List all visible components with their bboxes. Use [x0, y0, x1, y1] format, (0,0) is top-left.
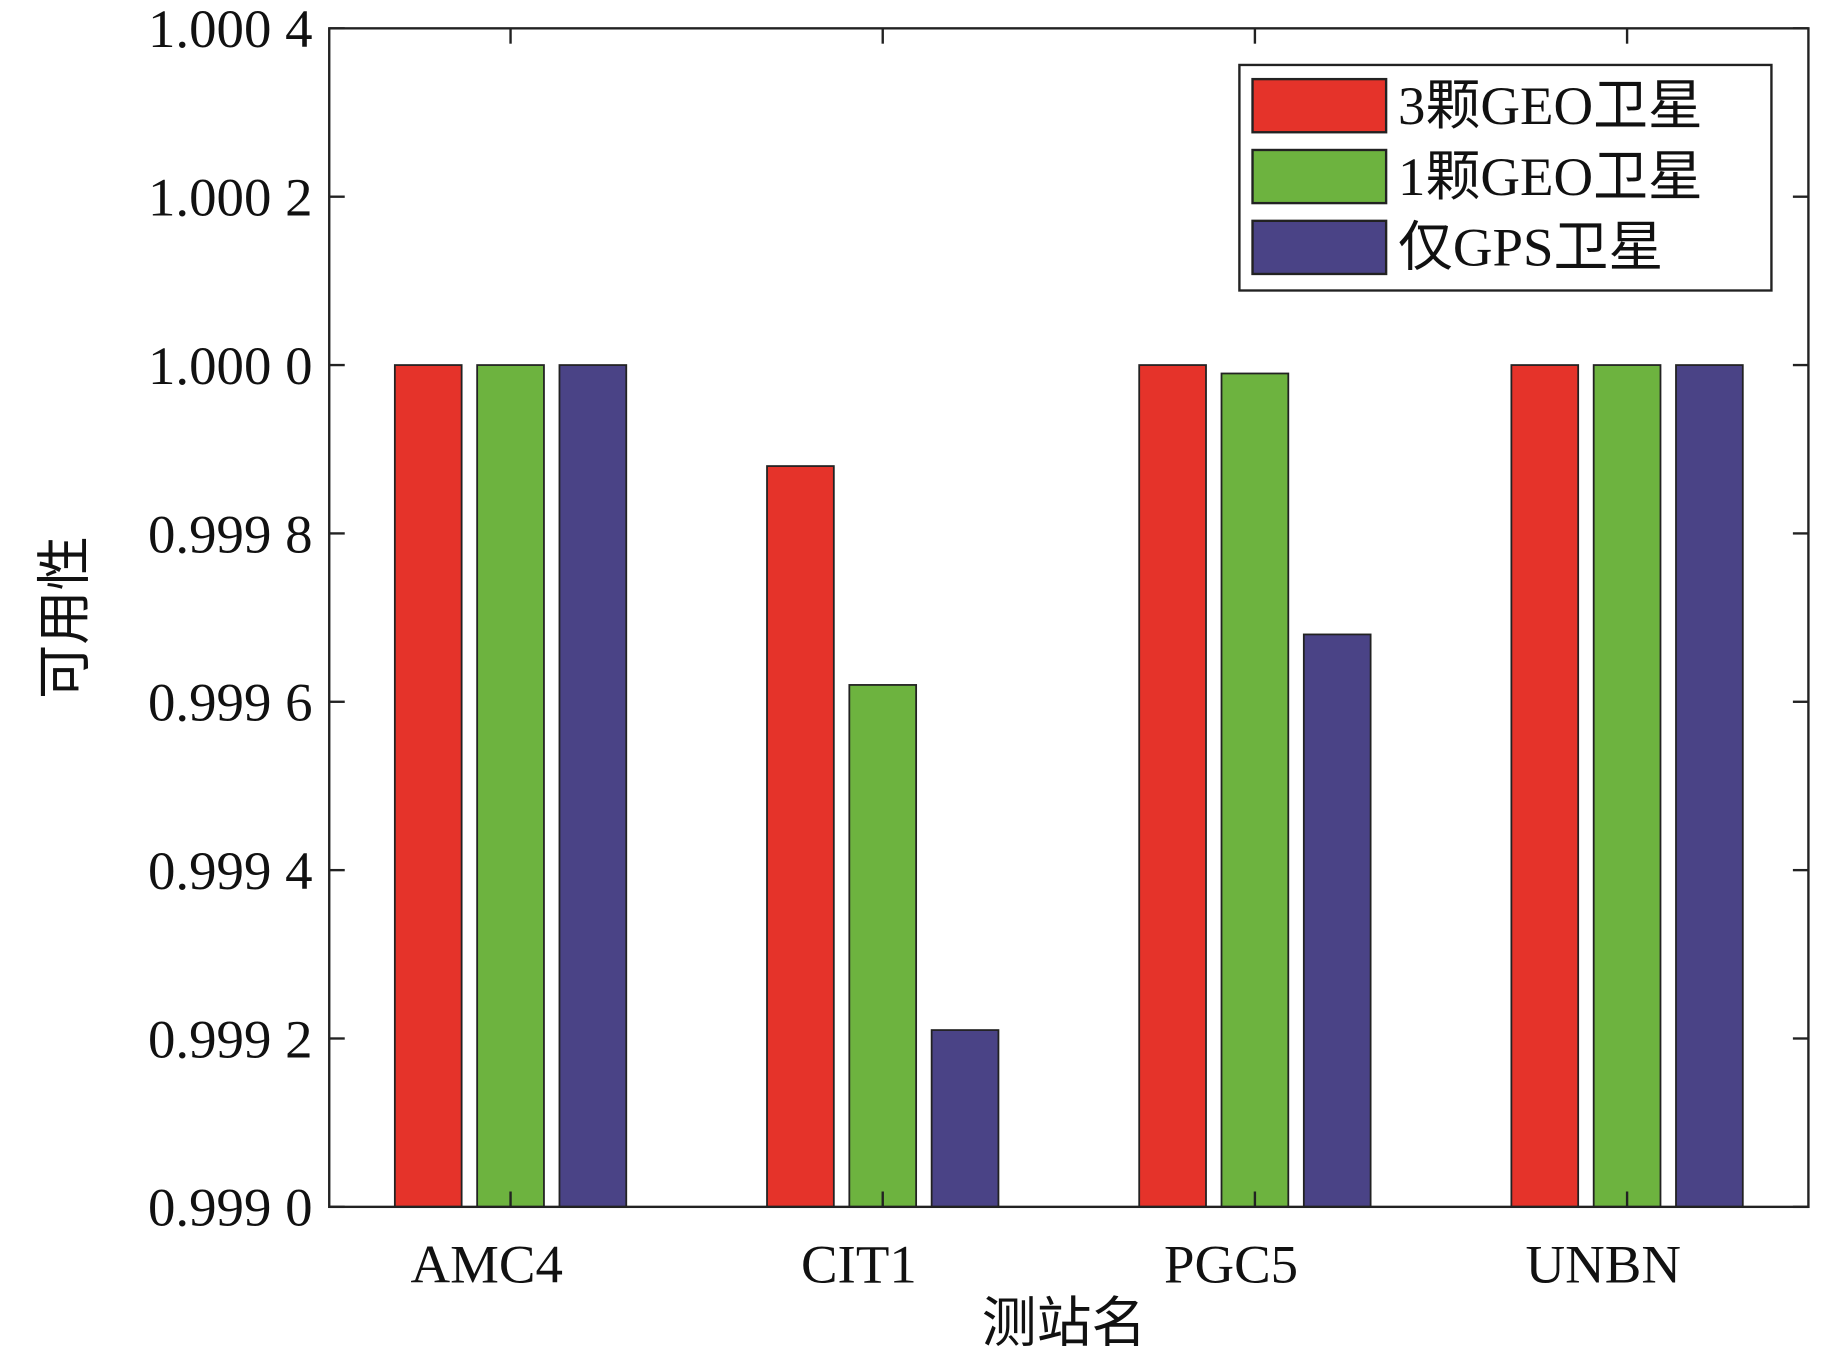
y-tick-label: 1.000 4 — [148, 0, 313, 59]
bar-UNBN-2 — [1592, 364, 1662, 1208]
y-tick-label: 1.000 0 — [148, 335, 313, 396]
legend-label: 3颗GEO卫星 — [1398, 75, 1703, 136]
y-tick-label: 0.999 2 — [148, 1009, 313, 1070]
bar-AMC4-2 — [476, 364, 545, 1208]
y-tick-label: 0.999 6 — [148, 672, 313, 733]
y-tick-label: 0.999 8 — [148, 504, 313, 565]
bar-CIT1-1 — [766, 465, 835, 1208]
y-axis-label: 可用性 — [34, 536, 95, 699]
legend-label: 仅GPS卫星 — [1398, 217, 1663, 278]
bar-UNBN-3 — [1675, 364, 1744, 1208]
bar-AMC4-3 — [558, 364, 628, 1208]
y-tick-label: 0.999 0 — [148, 1177, 313, 1238]
plot-frame — [328, 27, 1810, 1209]
bar-CIT1-3 — [930, 1029, 1000, 1208]
y-tick-label: 1.000 2 — [148, 167, 313, 228]
bar-AMC4-1 — [393, 364, 463, 1208]
x-tick-label: PGC5 — [1164, 1234, 1298, 1295]
legend-swatch — [1251, 148, 1388, 205]
y-tick-label: 0.999 4 — [148, 840, 313, 901]
x-axis-label: 测站名 — [982, 1293, 1147, 1354]
x-tick-label: CIT1 — [801, 1234, 917, 1295]
bar-PGC5-1 — [1138, 364, 1207, 1208]
legend-swatch — [1251, 77, 1388, 134]
legend-swatch — [1251, 219, 1388, 276]
legend-label: 1颗GEO卫星 — [1398, 146, 1703, 207]
bar-PGC5-2 — [1220, 372, 1290, 1208]
x-tick-label: AMC4 — [410, 1234, 562, 1295]
bar-CIT1-2 — [848, 684, 918, 1208]
bar-UNBN-1 — [1510, 364, 1580, 1208]
x-tick-label: UNBN — [1526, 1234, 1681, 1295]
bar-PGC5-3 — [1302, 633, 1372, 1208]
